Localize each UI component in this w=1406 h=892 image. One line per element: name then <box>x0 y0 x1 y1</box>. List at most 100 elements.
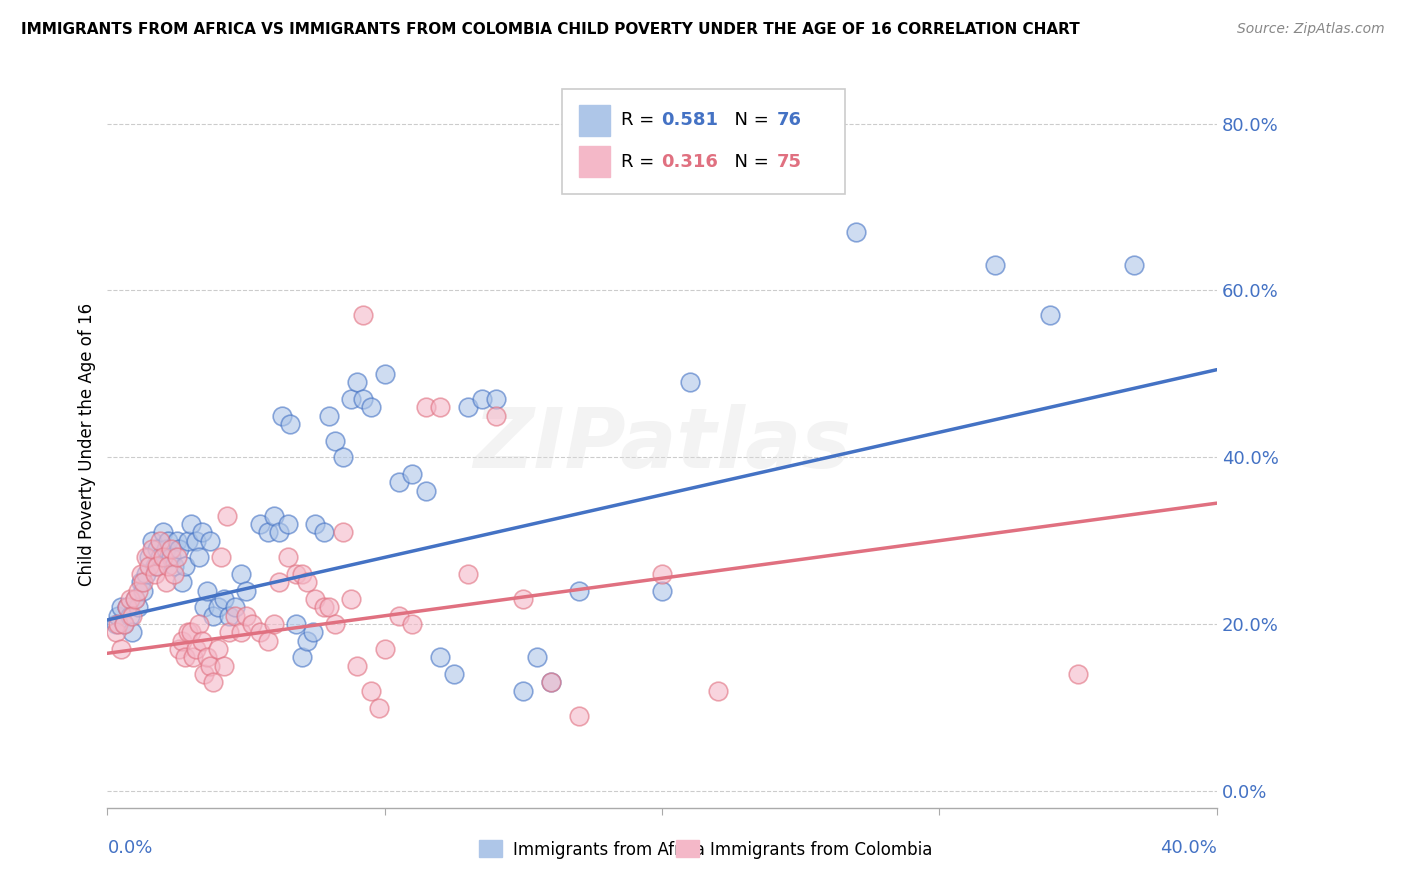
Point <box>290 567 312 582</box>
Point <box>195 583 218 598</box>
Point <box>190 633 212 648</box>
Point <box>304 516 326 531</box>
Point <box>107 608 129 623</box>
Point <box>190 525 212 540</box>
Point <box>163 558 186 573</box>
Point <box>193 667 215 681</box>
Point <box>107 617 129 632</box>
Point <box>166 533 188 548</box>
Point <box>110 600 132 615</box>
Point <box>157 533 180 548</box>
Point <box>198 658 221 673</box>
Point <box>263 617 285 632</box>
Point <box>118 608 141 623</box>
Text: 75: 75 <box>776 153 801 170</box>
Y-axis label: Child Poverty Under the Age of 16: Child Poverty Under the Age of 16 <box>79 303 96 586</box>
Point <box>129 575 152 590</box>
Point <box>193 600 215 615</box>
Point <box>229 567 252 582</box>
Point <box>112 617 135 632</box>
Point <box>312 525 335 540</box>
Point <box>368 700 391 714</box>
Point <box>149 550 172 565</box>
Point <box>209 550 232 565</box>
Point <box>160 550 183 565</box>
Point <box>124 592 146 607</box>
Point <box>180 516 202 531</box>
Point <box>269 525 291 540</box>
Text: 40.0%: 40.0% <box>1160 838 1216 857</box>
Point <box>401 467 423 481</box>
Text: 0.0%: 0.0% <box>107 838 153 857</box>
Point <box>295 575 318 590</box>
Point <box>177 625 200 640</box>
Text: R =: R = <box>621 153 659 170</box>
Point <box>177 533 200 548</box>
Point <box>121 625 143 640</box>
Point <box>568 583 591 598</box>
Point <box>360 683 382 698</box>
Point <box>346 375 368 389</box>
Point <box>212 658 235 673</box>
Text: N =: N = <box>723 153 775 170</box>
Point <box>249 625 271 640</box>
Point <box>212 592 235 607</box>
Text: 0.316: 0.316 <box>661 153 718 170</box>
Point <box>115 600 138 615</box>
Point <box>169 642 191 657</box>
Point <box>124 592 146 607</box>
Point <box>143 567 166 582</box>
Point <box>706 683 728 698</box>
Point <box>118 592 141 607</box>
Point <box>651 567 673 582</box>
Point <box>280 417 302 431</box>
Point <box>218 608 240 623</box>
Point <box>187 617 209 632</box>
Point <box>443 667 465 681</box>
Point <box>415 483 437 498</box>
Point <box>512 592 534 607</box>
Text: ZIPatlas: ZIPatlas <box>474 404 851 485</box>
Point <box>138 558 160 573</box>
Point <box>172 633 194 648</box>
FancyBboxPatch shape <box>579 105 610 136</box>
Point <box>1067 667 1090 681</box>
Point <box>146 558 169 573</box>
Point <box>295 633 318 648</box>
Point <box>485 409 508 423</box>
Point <box>360 401 382 415</box>
Point <box>235 583 257 598</box>
Point <box>224 608 246 623</box>
Point <box>526 650 548 665</box>
Text: 0.581: 0.581 <box>661 112 718 129</box>
Point <box>512 683 534 698</box>
Point <box>323 434 346 448</box>
Point <box>110 642 132 657</box>
Point <box>271 409 294 423</box>
Point <box>169 542 191 557</box>
Point <box>679 375 702 389</box>
Point <box>257 525 280 540</box>
Point <box>155 542 177 557</box>
Point <box>115 600 138 615</box>
Point <box>263 508 285 523</box>
Point <box>207 600 229 615</box>
Point <box>132 583 155 598</box>
Point <box>141 533 163 548</box>
FancyBboxPatch shape <box>562 89 845 194</box>
Point <box>146 542 169 557</box>
Point <box>374 367 396 381</box>
Point <box>187 550 209 565</box>
Point <box>257 633 280 648</box>
Point <box>166 550 188 565</box>
Point <box>138 550 160 565</box>
Point <box>132 575 155 590</box>
Point <box>104 617 127 632</box>
Point <box>163 567 186 582</box>
Point <box>540 675 562 690</box>
Point <box>183 650 205 665</box>
Point <box>387 608 409 623</box>
Point <box>174 558 197 573</box>
Text: Immigrants from Africa: Immigrants from Africa <box>513 840 704 858</box>
Point <box>229 625 252 640</box>
